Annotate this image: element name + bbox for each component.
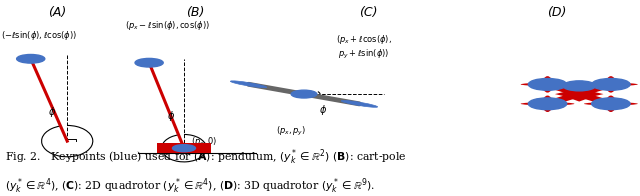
FancyBboxPatch shape xyxy=(157,143,211,153)
Text: (C): (C) xyxy=(359,6,377,19)
Text: $p_y + \ell\sin(\phi))$: $p_y + \ell\sin(\phi))$ xyxy=(338,48,389,61)
Text: (B): (B) xyxy=(186,6,204,19)
Circle shape xyxy=(563,81,596,91)
Circle shape xyxy=(135,58,163,67)
Circle shape xyxy=(17,54,45,63)
Text: (A): (A) xyxy=(49,6,67,19)
Circle shape xyxy=(173,145,196,152)
Text: $(p_x, p_y)$: $(p_x, p_y)$ xyxy=(276,125,307,138)
Text: $(y_k^* \in \mathbb{R}^4)$, $(\mathbf{C})$: 2D quadrotor $(y_k^* \in \mathbb{R}^: $(y_k^* \in \mathbb{R}^4)$, $(\mathbf{C}… xyxy=(5,176,375,196)
Text: $(p_x, 0)$: $(p_x, 0)$ xyxy=(191,135,217,148)
Ellipse shape xyxy=(230,81,267,88)
Ellipse shape xyxy=(543,95,553,112)
Ellipse shape xyxy=(521,102,575,105)
Ellipse shape xyxy=(584,83,637,86)
Circle shape xyxy=(529,79,567,90)
Ellipse shape xyxy=(341,101,378,107)
Circle shape xyxy=(591,98,630,110)
Ellipse shape xyxy=(605,95,616,112)
Text: $\phi$: $\phi$ xyxy=(49,105,56,119)
Text: $(-\ell\sin(\phi), \ell\cos(\phi))$: $(-\ell\sin(\phi), \ell\cos(\phi))$ xyxy=(1,29,77,42)
Circle shape xyxy=(529,98,567,110)
Ellipse shape xyxy=(543,76,553,93)
Text: $(p_x - \ell\sin(\phi), \cos(\phi))$: $(p_x - \ell\sin(\phi), \cos(\phi))$ xyxy=(125,19,210,32)
Circle shape xyxy=(291,90,317,98)
Text: (D): (D) xyxy=(547,6,566,19)
Ellipse shape xyxy=(605,76,616,93)
Ellipse shape xyxy=(521,83,575,86)
Text: $\phi$: $\phi$ xyxy=(319,103,327,117)
Polygon shape xyxy=(555,87,604,102)
Ellipse shape xyxy=(584,102,637,105)
Circle shape xyxy=(591,79,630,90)
Text: $(p_x + \ell\cos(\phi),$: $(p_x + \ell\cos(\phi),$ xyxy=(336,33,392,46)
Text: Fig. 2.   Keypoints (blue) used for $(\mathbf{A})$: pendulum, $(y_k^* \in \mathb: Fig. 2. Keypoints (blue) used for $(\mat… xyxy=(5,147,407,167)
Text: $\phi$: $\phi$ xyxy=(168,109,175,123)
